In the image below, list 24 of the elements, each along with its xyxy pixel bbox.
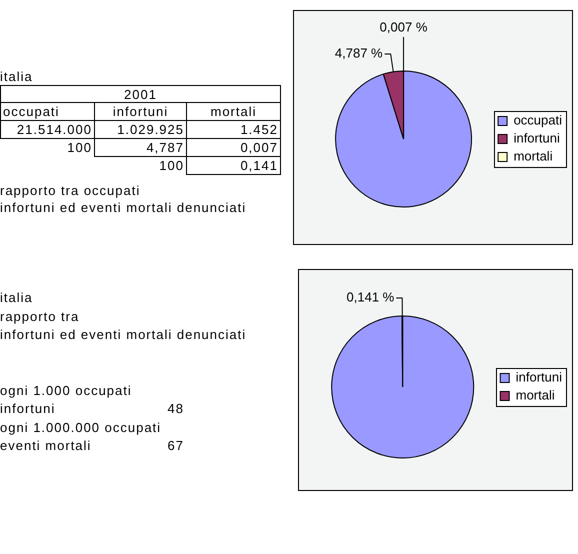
legend-label: infortuni	[516, 370, 562, 385]
data-label: 67	[168, 437, 184, 455]
data-label: 0,007 %	[380, 20, 428, 35]
category-label: mortali	[210, 104, 256, 119]
table: 2001 occupati infortuni mortali 21.514.000 1.029.925 1.452 100 4,787 0,007 100 0,141	[0, 85, 281, 175]
data-label: 0,141 %	[346, 290, 395, 305]
text: rapporto tra	[0, 308, 80, 324]
text: italia	[0, 69, 33, 84]
category-label: eventi mortali	[0, 437, 92, 455]
legend-label: mortali	[516, 388, 555, 403]
legend-label: occupati	[514, 112, 562, 128]
legend-label: mortali	[514, 148, 553, 164]
data-label: 48	[168, 400, 184, 418]
legend-label: infortuni	[514, 130, 560, 146]
text: infortuni ed eventi mortali denunciati	[0, 200, 246, 215]
category-label: infortuni	[0, 400, 56, 418]
text: italia	[0, 290, 33, 305]
text: ogni 1.000.000 occupati	[0, 420, 162, 434]
category-label: infortuni	[112, 104, 168, 119]
text: ogni 1.000 occupati	[0, 382, 132, 398]
text: infortuni ed eventi mortali denunciati	[0, 327, 246, 342]
category-label: occupati	[3, 104, 60, 119]
data-label: 4,787 %	[334, 46, 384, 61]
text: rapporto tra occupati	[0, 183, 140, 198]
